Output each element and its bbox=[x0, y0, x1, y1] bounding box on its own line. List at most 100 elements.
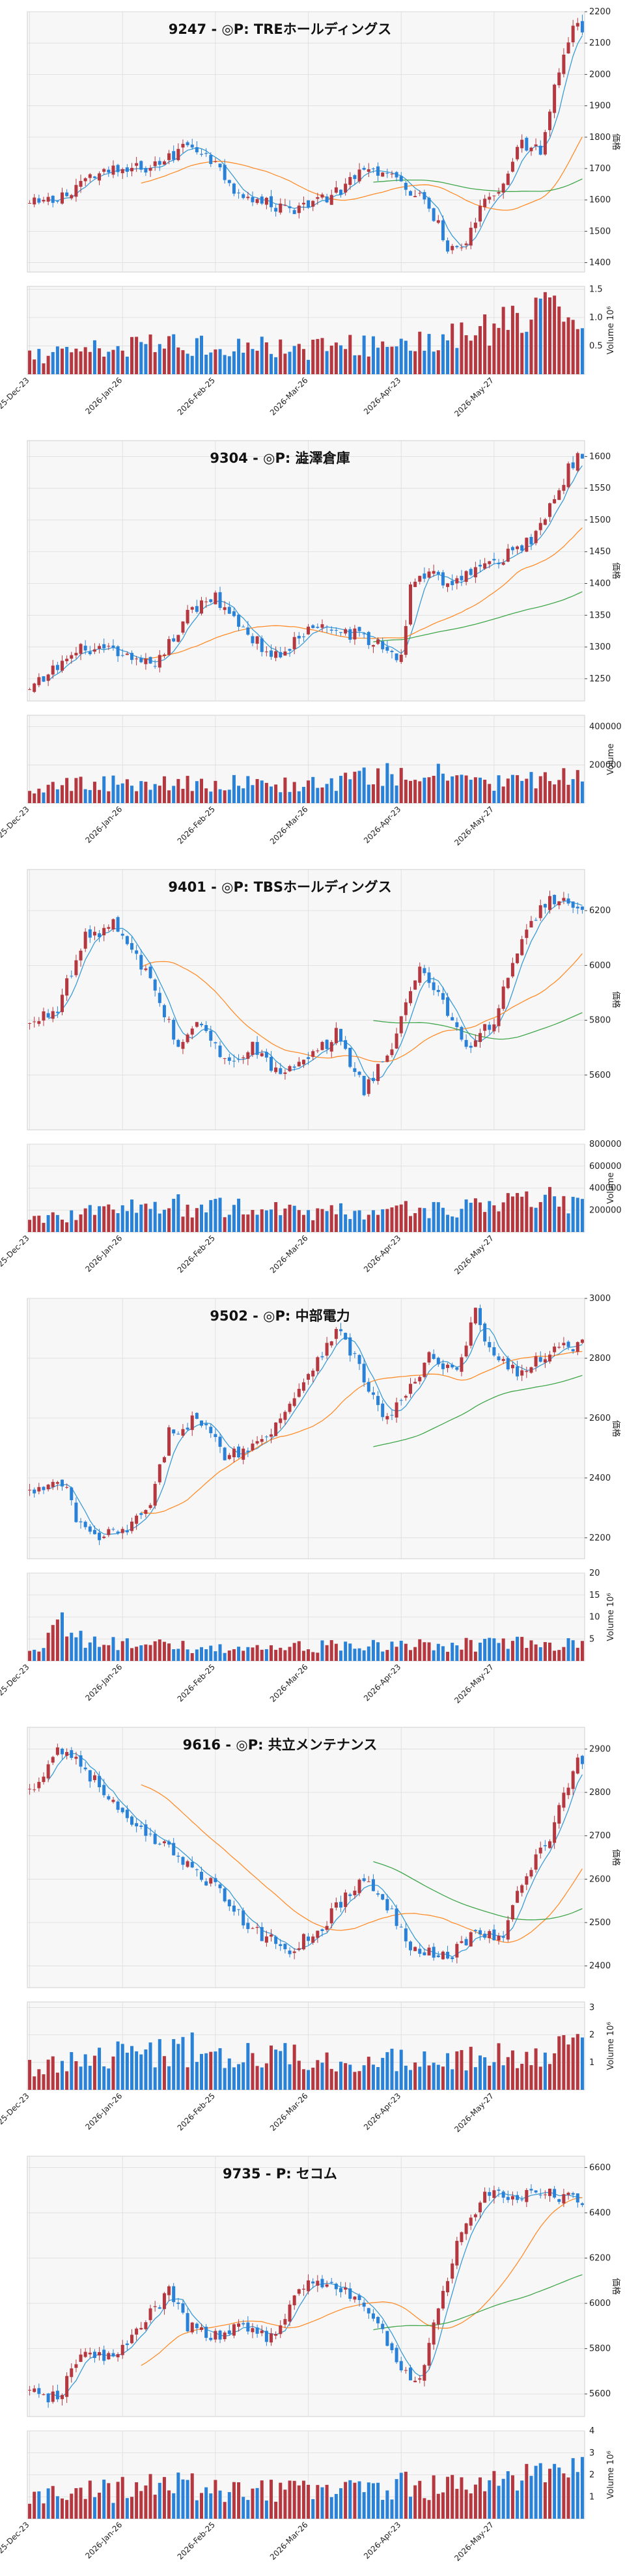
candle-body bbox=[162, 161, 166, 165]
volume-bar bbox=[423, 2051, 426, 2090]
volume-bar bbox=[553, 1651, 557, 1661]
candle-body bbox=[376, 2317, 380, 2323]
volume-bar bbox=[334, 2071, 338, 2090]
volume-bar bbox=[413, 1213, 417, 1232]
candle-body bbox=[88, 174, 92, 178]
volume-bar bbox=[301, 787, 305, 803]
candle-body bbox=[580, 1339, 584, 1343]
volume-plot-area bbox=[27, 715, 585, 804]
candle-body bbox=[297, 1062, 301, 1067]
candle-body bbox=[37, 1781, 41, 1788]
volume-bar bbox=[557, 2036, 561, 2090]
candle-body bbox=[492, 2190, 496, 2199]
volume-bar bbox=[120, 1641, 124, 1661]
ma25-line bbox=[141, 527, 583, 661]
volume-bar bbox=[270, 1645, 273, 1661]
volume-bar bbox=[409, 2497, 412, 2519]
price-tick-label: 6600 bbox=[589, 2163, 611, 2172]
candle-body bbox=[107, 927, 111, 929]
volume-bar bbox=[167, 1643, 171, 1661]
volume-bar bbox=[492, 1205, 496, 1232]
volume-bar bbox=[427, 777, 431, 803]
volume-bar bbox=[264, 2501, 268, 2519]
candle-body bbox=[283, 204, 287, 206]
volume-bar bbox=[520, 780, 524, 803]
candle-body bbox=[37, 677, 41, 685]
candle-body bbox=[311, 1370, 315, 1377]
candle-body bbox=[111, 1800, 115, 1802]
x-tick-label: 2026-Mar-26 bbox=[268, 2520, 310, 2562]
volume-bar bbox=[441, 334, 445, 374]
candle-body bbox=[385, 1416, 389, 1419]
volume-bar bbox=[399, 1204, 403, 1232]
candle-body bbox=[297, 635, 301, 638]
volume-bar bbox=[204, 1212, 208, 1232]
volume-bar bbox=[562, 2473, 566, 2519]
volume-bar bbox=[167, 1208, 171, 1232]
candle-body bbox=[357, 1880, 361, 1893]
candle-body bbox=[107, 1796, 111, 1800]
candle-body bbox=[371, 2313, 375, 2319]
candle-body bbox=[297, 1388, 301, 1397]
candle-body bbox=[329, 1341, 333, 1346]
candle-body bbox=[483, 1323, 487, 1342]
chart-svg: 2025-Dec-23 2026-Jan-26 2026-Feb-25 2026-Ma… bbox=[0, 1727, 621, 2134]
candle-body bbox=[479, 206, 482, 222]
candle-body bbox=[223, 607, 227, 610]
candle-body bbox=[529, 147, 533, 152]
candle-body bbox=[404, 1928, 408, 1941]
volume-bar bbox=[409, 350, 412, 374]
volume-bar bbox=[464, 2070, 468, 2090]
volume-bar bbox=[460, 774, 464, 803]
volume-axis-label: Volume 10⁶ bbox=[606, 2021, 616, 2070]
volume-bar bbox=[576, 1198, 579, 1232]
volume-bar bbox=[120, 783, 124, 803]
candle-body bbox=[566, 42, 570, 54]
volume-bar bbox=[446, 2053, 450, 2090]
candle-body bbox=[525, 538, 529, 552]
volume-bar bbox=[270, 1209, 273, 1232]
volume-bar bbox=[576, 1647, 579, 1661]
candle-body bbox=[65, 192, 69, 197]
candle-body bbox=[79, 1755, 83, 1767]
volume-bar bbox=[204, 2487, 208, 2519]
volume-bar bbox=[483, 1212, 487, 1232]
candle-body bbox=[562, 1792, 566, 1808]
candle-body bbox=[339, 632, 342, 633]
candle-body bbox=[376, 639, 380, 644]
volume-bar bbox=[125, 779, 129, 803]
volume-bar bbox=[307, 780, 311, 803]
candle-body bbox=[571, 1349, 575, 1352]
candle-body bbox=[42, 200, 46, 202]
volume-bar bbox=[538, 298, 542, 374]
candle-body bbox=[381, 172, 385, 177]
candle-body bbox=[404, 1002, 408, 1015]
candle-body bbox=[307, 1057, 311, 1060]
candle-body bbox=[223, 1888, 227, 1902]
volume-bar bbox=[255, 2066, 259, 2090]
candle-body bbox=[61, 994, 64, 1013]
candle-body bbox=[311, 200, 315, 207]
price-tick-label: 5600 bbox=[589, 1071, 611, 1080]
ma5-line bbox=[48, 465, 583, 682]
volume-bar bbox=[98, 789, 102, 803]
candle-body bbox=[441, 220, 445, 241]
candle-body bbox=[255, 199, 259, 203]
volume-bar bbox=[283, 777, 287, 803]
volume-bar bbox=[339, 1651, 342, 1661]
candle-body bbox=[446, 240, 450, 252]
volume-bar bbox=[404, 2471, 408, 2519]
volume-bar bbox=[413, 2062, 417, 2090]
volume-bar bbox=[88, 2480, 92, 2519]
candle-body bbox=[232, 184, 236, 194]
candle-body bbox=[274, 2334, 278, 2336]
volume-bar bbox=[418, 781, 422, 803]
candle-body bbox=[144, 168, 148, 173]
chart-svg: 2025-Dec-23 2026-Jan-26 2026-Feb-25 2026-Ma… bbox=[0, 440, 622, 847]
volume-bar bbox=[292, 782, 296, 803]
candle-body bbox=[362, 1363, 366, 1382]
volume-bar bbox=[339, 776, 342, 803]
volume-bar bbox=[510, 1641, 514, 1661]
volume-bar bbox=[529, 1207, 533, 1232]
volume-bar bbox=[260, 1649, 264, 1661]
